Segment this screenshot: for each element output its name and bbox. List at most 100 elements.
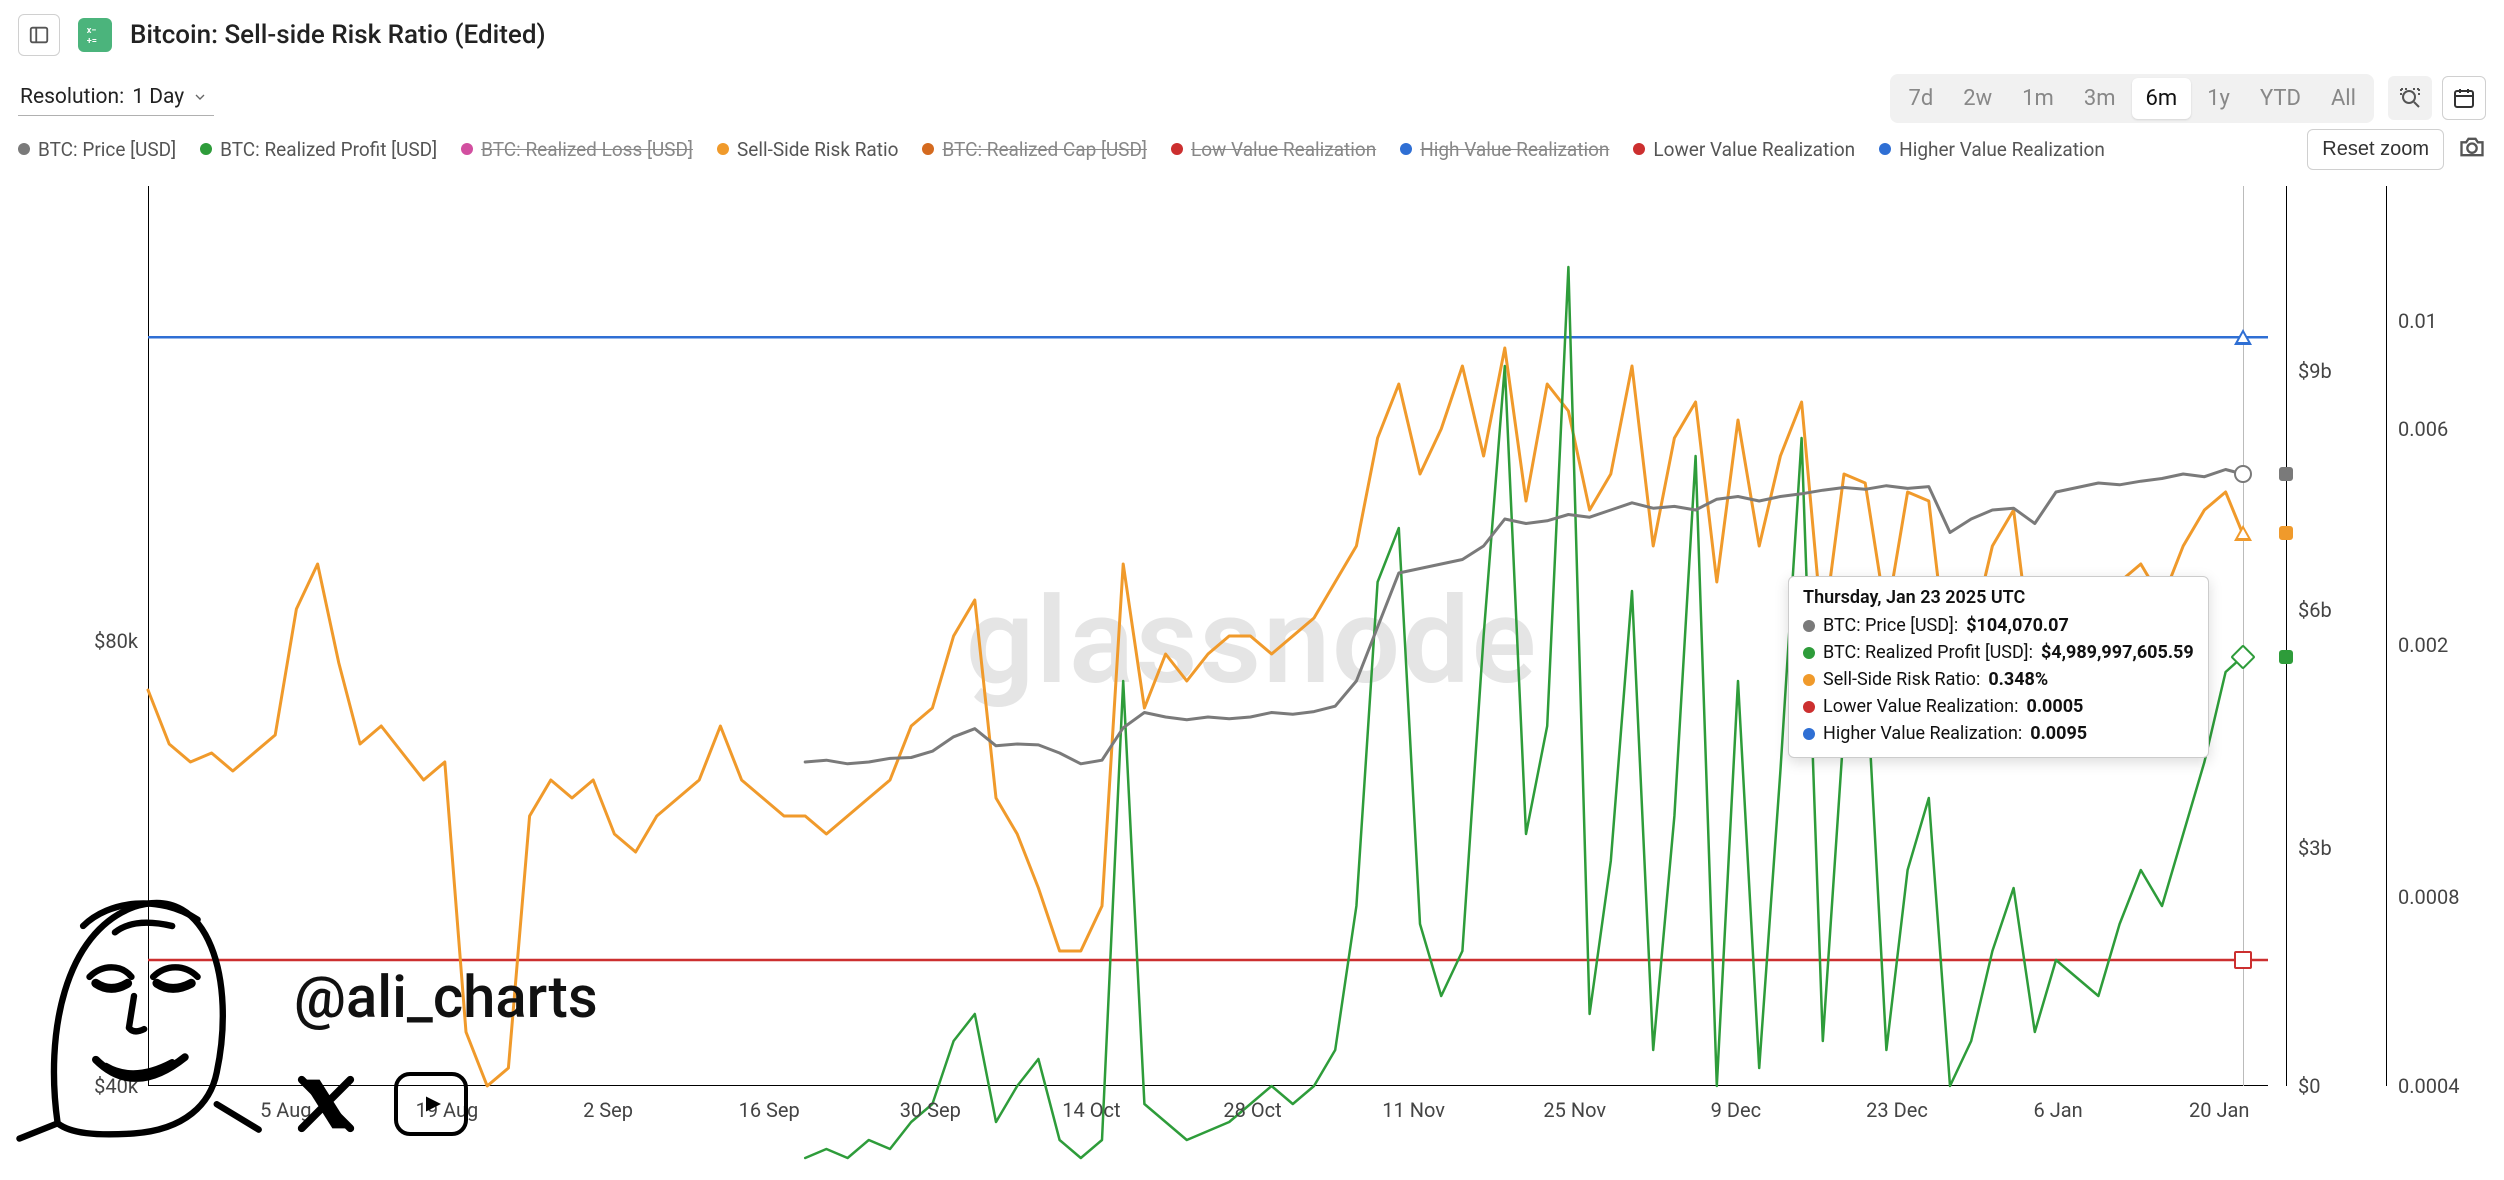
range-6m[interactable]: 6m	[2132, 78, 2192, 119]
zoom-area-button[interactable]	[2388, 76, 2432, 120]
legend-item[interactable]: Sell-Side Risk Ratio	[717, 138, 898, 161]
author-handle: @ali_charts	[294, 964, 598, 1032]
legend-item[interactable]: BTC: Realized Loss [USD]	[461, 138, 693, 161]
series-end-marker	[2234, 525, 2252, 541]
range-2w[interactable]: 2w	[1949, 78, 2006, 119]
workbench-logo: x− +=	[78, 18, 112, 52]
legend-item[interactable]: BTC: Realized Cap [USD]	[922, 138, 1147, 161]
legend-item[interactable]: BTC: Realized Profit [USD]	[200, 138, 437, 161]
legend-item[interactable]: Lower Value Realization	[1633, 138, 1855, 161]
legend-label: Higher Value Realization	[1899, 138, 2105, 161]
legend-label: BTC: Realized Profit [USD]	[220, 138, 437, 161]
range-3m[interactable]: 3m	[2070, 78, 2130, 119]
zoom-select-icon	[2398, 86, 2422, 110]
legend-swatch	[18, 143, 30, 155]
chevron-down-icon	[192, 89, 208, 105]
series-end-marker	[2234, 329, 2252, 345]
svg-text:+=: +=	[87, 36, 97, 46]
axis-marker	[2279, 526, 2293, 540]
axis-marker	[2279, 467, 2293, 481]
y-right-inner-tick: $3b	[2298, 836, 2332, 860]
legend-item[interactable]: BTC: Price [USD]	[18, 138, 176, 161]
x-tick: 23 Dec	[1866, 1098, 1928, 1122]
formula-icon: x− +=	[84, 24, 106, 46]
panel-icon	[28, 24, 50, 46]
legend-swatch	[922, 143, 934, 155]
legend-item[interactable]: High Value Realization	[1400, 138, 1609, 161]
range-7d[interactable]: 7d	[1894, 78, 1947, 119]
youtube-icon	[394, 1072, 468, 1136]
tooltip-label: BTC: Realized Profit [USD]:	[1823, 639, 2033, 666]
resolution-value: 1 Day	[132, 85, 184, 109]
y-right-outer-tick: 0.0008	[2398, 885, 2459, 909]
legend-swatch	[1879, 143, 1891, 155]
x-tick: 16 Sep	[739, 1098, 800, 1122]
tooltip-dot	[1803, 701, 1815, 713]
y-axis-right-inner	[2286, 186, 2287, 1086]
resolution-select[interactable]: Resolution: 1 Day	[18, 81, 214, 116]
x-tick: 14 Oct	[1062, 1098, 1120, 1122]
legend-item[interactable]: Higher Value Realization	[1879, 138, 2105, 161]
legend-swatch	[1633, 143, 1645, 155]
tooltip-row: Higher Value Realization: 0.0095	[1803, 720, 2194, 747]
screenshot-button[interactable]	[2458, 133, 2486, 165]
legend-item[interactable]: Low Value Realization	[1171, 138, 1376, 161]
legend-swatch	[200, 143, 212, 155]
y-right-outer-tick: 0.0004	[2398, 1074, 2459, 1098]
tooltip-value: 0.348%	[1988, 666, 2048, 693]
tooltip-value: 0.0095	[2030, 720, 2087, 747]
y-left-tick: $80k	[48, 629, 138, 653]
tooltip-label: BTC: Price [USD]:	[1823, 612, 1958, 639]
avatar-sketch-icon	[4, 856, 264, 1136]
y-right-inner-tick: $0	[2298, 1074, 2320, 1098]
range-group: 7d2w1m3m6m1yYTDAll	[1890, 74, 2374, 123]
resolution-label: Resolution:	[20, 85, 124, 109]
range-ytd[interactable]: YTD	[2246, 78, 2315, 119]
range-all[interactable]: All	[2317, 78, 2370, 119]
x-tick: 28 Oct	[1223, 1098, 1281, 1122]
y-axis-right-outer	[2386, 186, 2387, 1086]
y-right-outer-tick: 0.01	[2398, 309, 2437, 333]
page-title: Bitcoin: Sell-side Risk Ratio (Edited)	[130, 20, 546, 50]
calendar-icon	[2452, 86, 2476, 110]
tooltip: Thursday, Jan 23 2025 UTC BTC: Price [US…	[1788, 576, 2209, 758]
y-right-outer-tick: 0.002	[2398, 633, 2448, 657]
legend-label: Sell-Side Risk Ratio	[737, 138, 898, 161]
x-tick: 30 Sep	[900, 1098, 961, 1122]
y-right-inner-tick: $6b	[2298, 598, 2332, 622]
y-right-inner-tick: $9b	[2298, 359, 2332, 383]
tooltip-dot	[1803, 674, 1815, 686]
x-twitter-icon	[294, 1072, 358, 1136]
legend-swatch	[1171, 143, 1183, 155]
range-1m[interactable]: 1m	[2008, 78, 2068, 119]
x-tick: 20 Jan	[2189, 1098, 2249, 1122]
tooltip-label: Lower Value Realization:	[1823, 693, 2019, 720]
tooltip-row: BTC: Price [USD]: $104,070.07	[1803, 612, 2194, 639]
camera-icon	[2458, 133, 2486, 161]
tooltip-row: Sell-Side Risk Ratio: 0.348%	[1803, 666, 2194, 693]
range-1y[interactable]: 1y	[2193, 78, 2244, 119]
tooltip-value: $104,070.07	[1966, 612, 2069, 639]
tooltip-dot	[1803, 728, 1815, 740]
tooltip-date: Thursday, Jan 23 2025 UTC	[1803, 587, 2194, 608]
legend-label: Low Value Realization	[1191, 138, 1376, 161]
legend-swatch	[1400, 143, 1412, 155]
tooltip-dot	[1803, 647, 1815, 659]
tooltip-label: Higher Value Realization:	[1823, 720, 2022, 747]
tooltip-row: Lower Value Realization: 0.0005	[1803, 693, 2194, 720]
calendar-button[interactable]	[2442, 76, 2486, 120]
tooltip-dot	[1803, 620, 1815, 632]
reset-zoom-button[interactable]: Reset zoom	[2307, 129, 2444, 170]
x-tick: 25 Nov	[1543, 1098, 1606, 1122]
legend-swatch	[717, 143, 729, 155]
legend-label: High Value Realization	[1420, 138, 1609, 161]
legend: BTC: Price [USD] BTC: Realized Profit [US…	[18, 138, 2105, 161]
x-tick: 6 Jan	[2034, 1098, 2083, 1122]
legend-label: Lower Value Realization	[1653, 138, 1855, 161]
svg-text:x−: x−	[87, 26, 97, 36]
sidebar-toggle-button[interactable]	[18, 14, 60, 56]
chart-area[interactable]: glassnode Thursday, Jan 23 2025 UTC BTC:…	[18, 176, 2486, 1136]
series-end-marker	[2234, 465, 2252, 483]
legend-label: BTC: Realized Loss [USD]	[481, 138, 693, 161]
author-overlay: @ali_charts	[4, 856, 598, 1136]
